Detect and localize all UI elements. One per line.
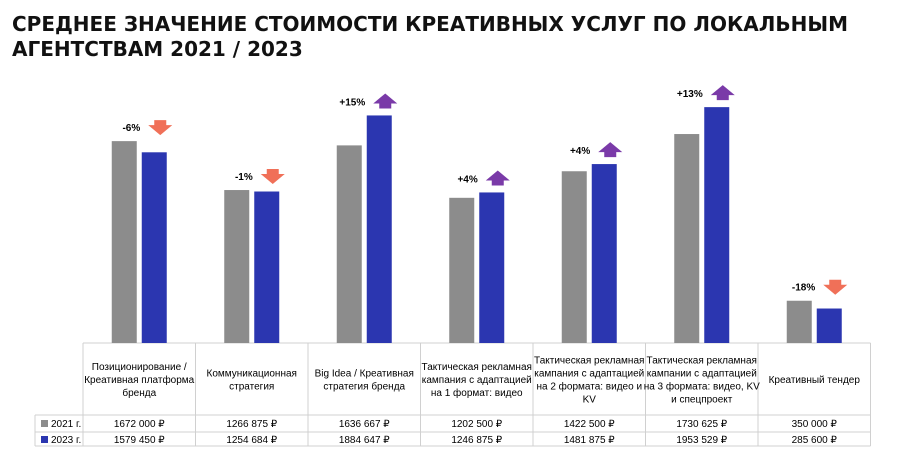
- bar-2023: [254, 191, 280, 343]
- bar-2023: [479, 192, 505, 343]
- bar-2023: [141, 152, 167, 343]
- value-2023: 285 600 ₽: [792, 435, 838, 446]
- category-label: Тактическая рекламная кампания с адаптаци…: [422, 362, 532, 399]
- bar-2021: [111, 141, 137, 343]
- up-arrow-icon: [373, 93, 398, 109]
- value-2023: 1579 450 ₽: [114, 435, 165, 446]
- value-2021: 1672 000 ₽: [114, 419, 165, 430]
- bar-2021: [449, 197, 475, 343]
- bar-2021: [224, 190, 250, 343]
- up-arrow-icon: [710, 85, 735, 101]
- value-2023: 1953 529 ₽: [676, 435, 727, 446]
- category-label: Коммуникационная стратегия: [207, 369, 297, 393]
- category-label: Креативный тендер: [769, 375, 861, 386]
- change-percent: -1%: [235, 172, 253, 183]
- value-2023: 1254 684 ₽: [226, 435, 277, 446]
- legend-label-2021: 2021 г.: [51, 419, 81, 430]
- category-label: Тактическая рекламная кампании с адаптаци…: [644, 356, 760, 406]
- value-2021: 1636 667 ₽: [339, 419, 390, 430]
- category-label: Позиционирование / Креативная платформа бр…: [84, 362, 194, 399]
- value-2021: 1202 500 ₽: [451, 419, 502, 430]
- bar-2021: [786, 300, 812, 343]
- change-percent: +4%: [457, 174, 477, 185]
- value-2023: 1884 647 ₽: [339, 435, 390, 446]
- value-2021: 1730 625 ₽: [676, 419, 727, 430]
- change-percent: -18%: [792, 283, 815, 294]
- page-title: СРЕДНЕЕ ЗНАЧЕНИЕ СТОИМОСТИ КРЕАТИВНЫХ УС…: [12, 12, 848, 61]
- bar-2023: [591, 164, 617, 343]
- change-percent: +4%: [570, 146, 590, 157]
- legend-label-2023: 2023 г.: [51, 435, 81, 446]
- value-2021: 1422 500 ₽: [564, 419, 615, 430]
- change-percent: +15%: [339, 97, 365, 108]
- value-2023: 1481 875 ₽: [564, 435, 615, 446]
- value-2021: 1266 875 ₽: [226, 419, 277, 430]
- down-arrow-icon: [148, 120, 173, 136]
- change-percent: +13%: [677, 89, 703, 100]
- bar-2021: [561, 171, 587, 343]
- legend-swatch-2021: [41, 420, 48, 427]
- bar-2023: [366, 115, 392, 343]
- category-label: Big Idea / Креативная стратегия бренда: [315, 369, 414, 393]
- bar-2023: [704, 107, 730, 343]
- bar-2021: [336, 145, 362, 343]
- change-percent: -6%: [122, 123, 140, 134]
- down-arrow-icon: [823, 279, 848, 295]
- bar-2023: [816, 308, 842, 343]
- legend-swatch-2023: [41, 436, 48, 443]
- bar-2021: [674, 134, 700, 343]
- up-arrow-icon: [485, 170, 510, 186]
- value-2021: 350 000 ₽: [792, 419, 838, 430]
- up-arrow-icon: [598, 142, 623, 158]
- value-2023: 1246 875 ₽: [451, 435, 502, 446]
- category-label: Тактическая рекламная кампания с адаптаци…: [534, 356, 644, 406]
- down-arrow-icon: [260, 169, 285, 185]
